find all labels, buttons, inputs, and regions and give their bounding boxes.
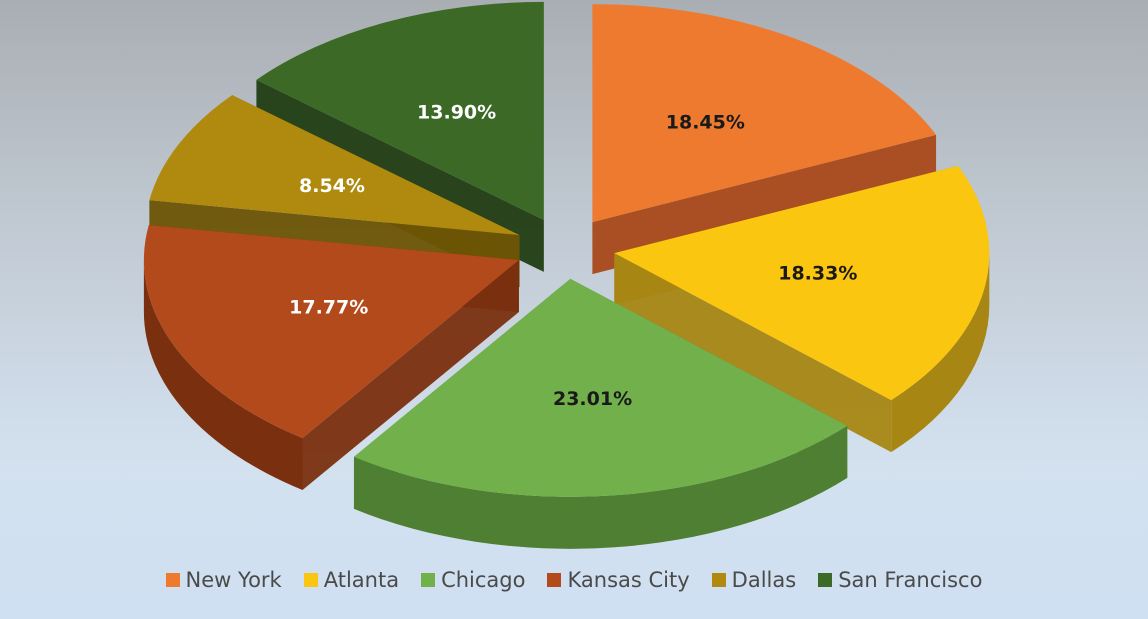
slice-label-atlanta: 18.33% — [778, 263, 857, 285]
legend-label-atlanta: Atlanta — [323, 568, 400, 592]
legend-swatch-kansas-city — [547, 573, 562, 587]
legend-swatch-atlanta — [303, 573, 318, 587]
legend-swatch-new-york — [165, 573, 180, 587]
legend-item-atlanta: Atlanta — [303, 568, 400, 592]
legend-label-dallas: Dallas — [731, 568, 797, 592]
legend: New York Atlanta Chicago Kansas City Dal… — [0, 563, 1148, 597]
slice-kansas-city — [143, 225, 519, 491]
legend-item-san-francisco: San Francisco — [818, 568, 982, 592]
legend-label-new-york: New York — [185, 568, 282, 592]
slice-wall-kansas-city — [143, 259, 303, 491]
legend-label-kansas-city: Kansas City — [567, 568, 690, 592]
pie-plot: 18.45% 18.33% 23.01% 17.77% 8.54% 13.90% — [143, 1, 990, 549]
slice-label-dallas: 8.54% — [299, 175, 365, 197]
slice-top-chicago — [353, 278, 848, 497]
legend-item-chicago: Chicago — [421, 568, 525, 592]
slice-top-kansas-city — [143, 225, 519, 439]
slice-top-new-york — [592, 4, 937, 223]
legend-item-dallas: Dallas — [711, 568, 797, 592]
slice-label-chicago: 23.01% — [553, 388, 632, 410]
slice-label-kansas-city: 17.77% — [289, 296, 368, 318]
slice-chicago — [353, 278, 848, 549]
legend-swatch-san-francisco — [818, 573, 833, 587]
legend-item-kansas-city: Kansas City — [547, 568, 690, 592]
slice-label-new-york: 18.45% — [666, 112, 745, 134]
slice-atlanta — [614, 165, 990, 453]
slice-wall-atlanta — [891, 253, 990, 453]
legend-label-chicago: Chicago — [441, 568, 526, 592]
legend-label-san-francisco: San Francisco — [838, 568, 983, 592]
legend-swatch-chicago — [421, 573, 436, 587]
slice-top-san-francisco — [256, 1, 544, 220]
legend-swatch-dallas — [711, 573, 726, 587]
legend-item-new-york: New York — [165, 568, 282, 592]
slice-top-atlanta — [614, 165, 990, 401]
slice-cut-atlanta-1 — [614, 253, 892, 453]
slice-cut-kansas-city-0 — [302, 259, 519, 491]
slice-wall-chicago — [353, 425, 848, 549]
slice-label-san-francisco: 13.90% — [417, 101, 496, 123]
slice-top-dallas — [149, 95, 520, 236]
